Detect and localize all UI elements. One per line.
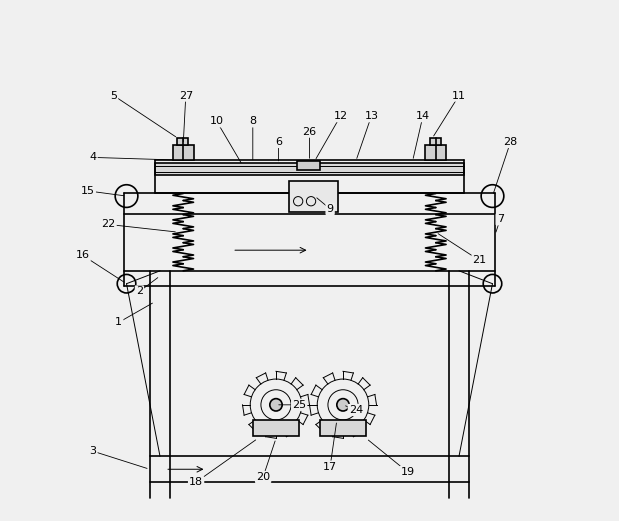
Circle shape (270, 399, 282, 411)
Text: 15: 15 (81, 186, 95, 196)
Bar (320, 420, 366, 436)
Text: 18: 18 (189, 477, 203, 487)
Circle shape (337, 399, 349, 411)
Text: 9: 9 (327, 204, 334, 214)
Bar (430, 139, 441, 144)
Text: 1: 1 (115, 317, 123, 327)
Text: 24: 24 (348, 405, 363, 415)
Text: 27: 27 (179, 91, 193, 101)
Text: 26: 26 (303, 127, 316, 137)
Text: 4: 4 (90, 153, 97, 163)
Text: 2: 2 (136, 287, 143, 296)
Bar (177, 139, 188, 144)
Text: 12: 12 (334, 111, 347, 121)
Bar (297, 161, 320, 170)
Text: 21: 21 (472, 255, 487, 266)
Text: 19: 19 (400, 467, 415, 477)
Bar (425, 144, 446, 160)
Text: 20: 20 (256, 472, 270, 482)
Text: 10: 10 (210, 116, 223, 126)
Text: 6: 6 (275, 137, 282, 147)
Text: 16: 16 (76, 251, 90, 260)
Text: 28: 28 (503, 137, 517, 147)
Text: 22: 22 (102, 219, 116, 229)
Text: 11: 11 (452, 91, 466, 101)
Text: 3: 3 (90, 446, 97, 456)
Bar (289, 181, 338, 212)
Text: 25: 25 (292, 400, 306, 410)
Bar (253, 420, 299, 436)
Text: 17: 17 (323, 462, 337, 472)
Bar (173, 144, 194, 160)
Text: 8: 8 (249, 116, 256, 126)
Text: 7: 7 (496, 214, 504, 224)
Bar (155, 163, 464, 176)
Text: 14: 14 (416, 111, 430, 121)
Text: 13: 13 (365, 111, 378, 121)
Text: 5: 5 (110, 91, 117, 101)
